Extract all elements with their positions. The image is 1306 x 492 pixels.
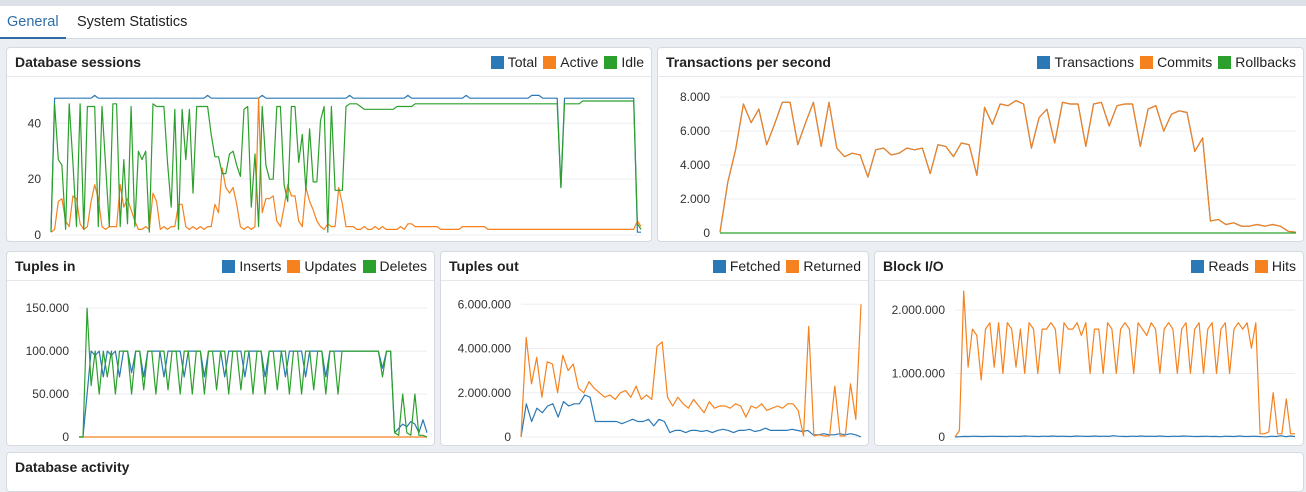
series-line-commits [719,100,1297,233]
chart-legend: Inserts Updates Deletes [216,258,427,274]
panel-database-sessions: Database sessions Total Active Idle 0 20 4… [6,47,652,242]
y-tick-label: 40 [28,116,42,130]
y-tick-label: 50.000 [32,387,69,401]
legend-item-reads[interactable]: Reads [1191,258,1249,274]
chart-database-sessions: 0 20 40 [28,94,642,241]
legend-item-inserts[interactable]: Inserts [222,258,281,274]
legend-label: Total [507,54,538,70]
y-tick-label: 8.000 [680,90,710,104]
legend-label: Fetched [729,258,781,274]
y-tick-label: 1.000.000 [892,367,946,381]
y-tick-label: 6.000 [680,124,710,138]
chart-legend: Fetched Returned [707,258,861,274]
y-tick-label: 0 [504,430,511,444]
tab-bar: General System Statistics [0,6,1306,39]
legend-item-commits[interactable]: Commits [1140,54,1212,70]
series-line-fetched [520,394,862,438]
legend-label: Active [560,54,599,70]
legend-item-rollbacks[interactable]: Rollbacks [1218,54,1296,70]
panel-header-divider [7,280,434,281]
y-tick-label: 4.000 [680,158,710,172]
panel-database-activity: Database activity [6,452,1304,492]
panel-header-divider [658,76,1303,77]
panel-transactions-per-second: Transactions per second Transactions Com… [657,47,1304,242]
panel-tuples-in: Tuples in Inserts Updates Deletes 0 50.00… [6,251,435,446]
series-line-hits [954,290,1295,438]
legend-item-idle[interactable]: Idle [604,54,644,70]
legend-swatch-deletes [362,259,376,273]
y-tick-label: 0 [703,226,710,240]
tab-general[interactable]: General [0,6,66,39]
panel-title: Transactions per second [666,54,831,70]
legend-swatch-fetched [712,259,726,273]
y-tick-label: 4.000.000 [458,342,512,356]
panel-title: Database sessions [15,54,142,70]
legend-label: Reads [1208,258,1249,274]
panel-block-io: Block I/O Reads Hits 0 1.000.000 2.000.000 [874,251,1304,446]
y-tick-label: 100.000 [26,344,70,358]
legend-swatch-returned [786,259,800,273]
series-line-total [50,94,641,233]
chart-tuples-in: 0 50.000 100.000 150.000 [26,301,428,444]
legend-label: Commits [1157,54,1213,70]
legend-item-updates[interactable]: Updates [287,258,357,274]
chart-legend: Transactions Commits Rollbacks [1031,54,1296,70]
legend-label: Updates [304,258,357,274]
series-line-deletes [79,307,428,438]
legend-item-active[interactable]: Active [543,54,598,70]
legend-swatch-rollbacks [1218,55,1232,69]
tab-system-statistics[interactable]: System Statistics [77,14,188,30]
legend-label: Transactions [1054,54,1135,70]
y-tick-label: 150.000 [26,301,70,315]
legend-item-hits[interactable]: Hits [1254,258,1296,274]
panel-title: Database activity [15,459,130,475]
y-tick-label: 2.000.000 [458,386,512,400]
y-tick-label: 2.000.000 [892,303,946,317]
legend-label: Inserts [239,258,282,274]
series-line-returned [520,304,862,438]
panel-title: Tuples in [15,258,76,274]
legend-swatch-inserts [222,259,236,273]
legend-swatch-updates [287,259,301,273]
legend-label: Returned [803,258,861,274]
legend-swatch-transactions [1037,55,1051,69]
legend-swatch-active [543,55,557,69]
panel-title: Tuples out [449,258,519,274]
legend-swatch-hits [1254,259,1268,273]
chart-legend: Reads Hits [1185,258,1296,274]
series-line-reads [954,435,1296,438]
legend-label: Idle [621,54,644,70]
legend-item-transactions[interactable]: Transactions [1037,54,1134,70]
y-tick-label: 20 [28,172,42,186]
panel-header-divider [441,280,868,281]
y-tick-label: 0 [938,430,945,444]
top-strip [0,0,1306,6]
panel-tuples-out: Tuples out Fetched Returned 0 2.000.000 4.… [440,251,869,446]
y-tick-label: 0 [34,228,41,241]
legend-label: Rollbacks [1235,54,1296,70]
legend-item-fetched[interactable]: Fetched [712,258,781,274]
legend-label: Hits [1271,258,1296,274]
legend-item-total[interactable]: Total [490,54,538,70]
series-line-idle [50,100,642,233]
y-tick-label: 0 [62,430,69,444]
panel-header-divider [875,280,1303,281]
legend-label: Deletes [379,258,427,274]
y-tick-label: 6.000.000 [458,297,512,311]
chart-tuples-out: 0 2.000.000 4.000.000 6.000.000 [458,297,862,444]
legend-swatch-reads [1191,259,1205,273]
legend-item-returned[interactable]: Returned [786,258,861,274]
legend-swatch-total [490,55,504,69]
panel-title: Block I/O [883,258,944,274]
legend-swatch-commits [1140,55,1154,69]
panel-header-divider [7,76,651,77]
y-tick-label: 2.000 [680,192,710,206]
chart-legend: Total Active Idle [485,54,644,70]
chart-block-io: 0 1.000.000 2.000.000 [892,290,1296,444]
legend-swatch-idle [604,55,618,69]
chart-transactions-per-second: 0 2.000 4.000 6.000 8.000 [680,90,1297,240]
legend-item-deletes[interactable]: Deletes [362,258,427,274]
